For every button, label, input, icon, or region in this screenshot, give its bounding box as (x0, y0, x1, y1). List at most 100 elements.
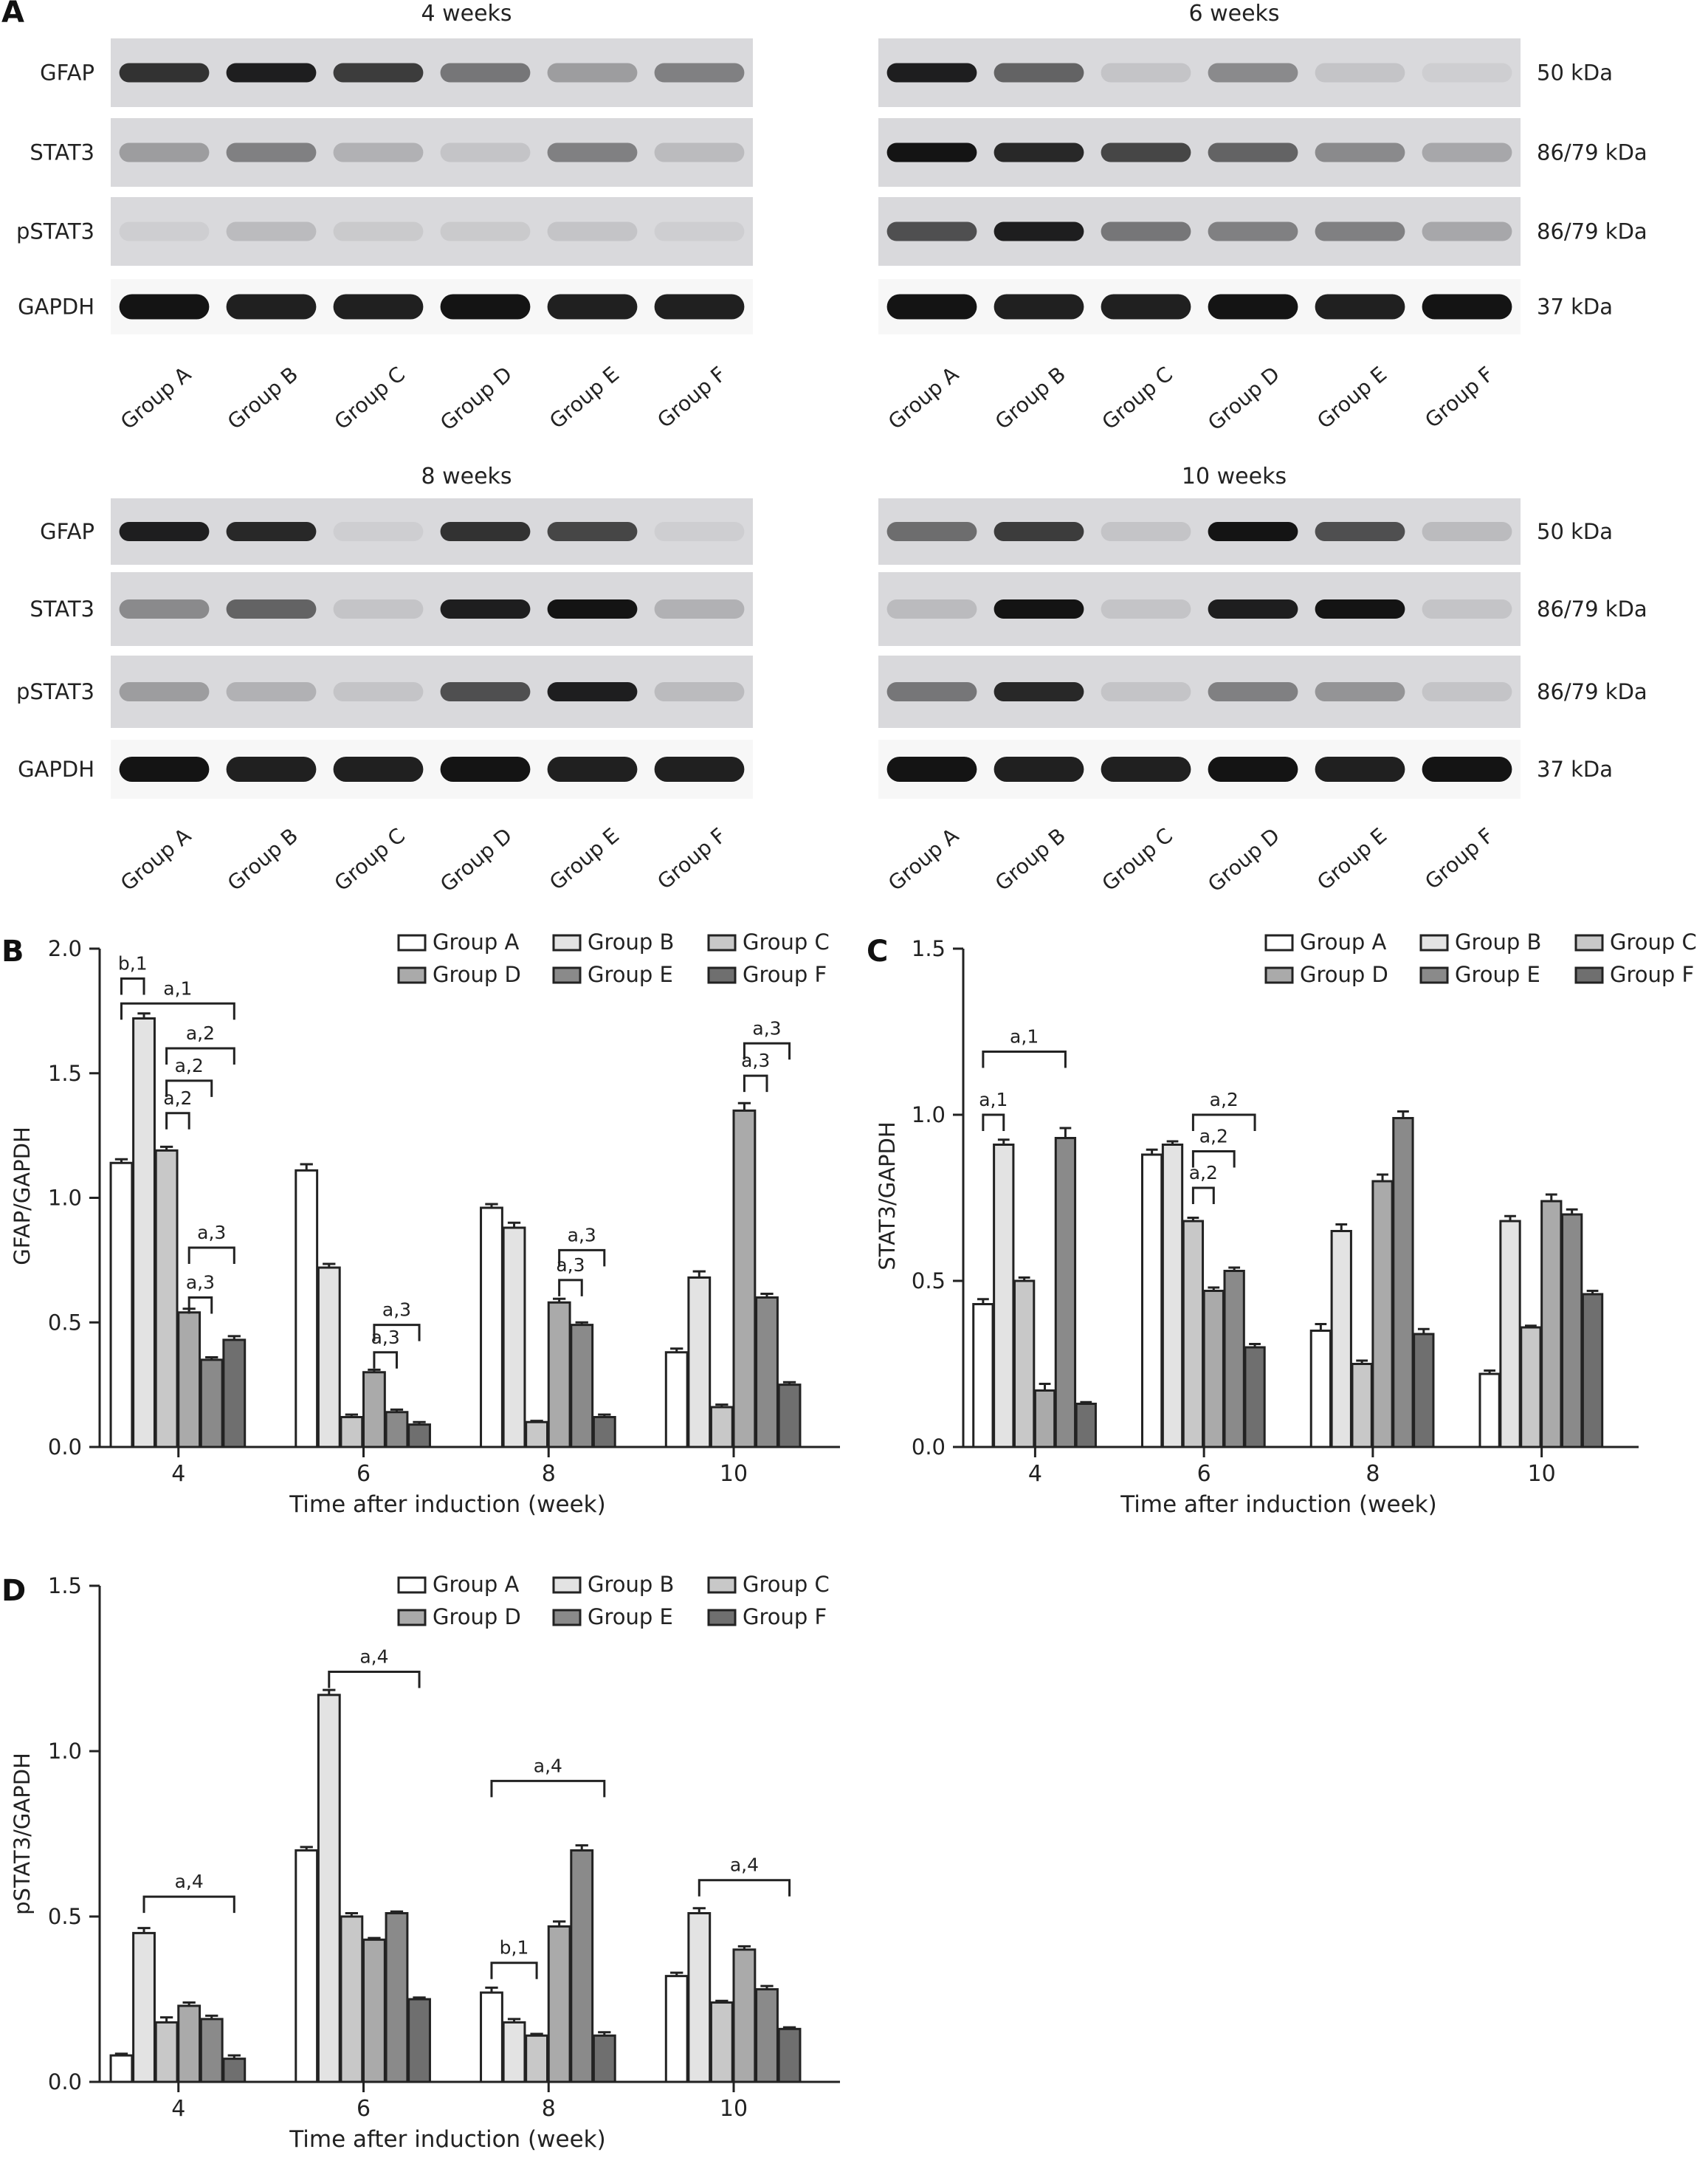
bar (1202, 1290, 1225, 1448)
blot-band (119, 294, 210, 320)
blot-band (1208, 294, 1298, 320)
bar (407, 1998, 431, 2083)
blot-band (1208, 757, 1298, 782)
bar (1075, 1403, 1097, 1448)
blot-band (1422, 63, 1512, 83)
bar (407, 1423, 431, 1448)
significance-label: a,1 (163, 977, 192, 999)
bar (385, 1411, 409, 1448)
legend-swatch (707, 1609, 737, 1626)
bar (570, 1849, 594, 2083)
blot-band (226, 599, 317, 619)
blot-band (333, 63, 424, 83)
significance-bracket (1191, 1186, 1215, 1204)
legend-swatch (397, 966, 427, 984)
significance-bracket (165, 1112, 190, 1130)
blot-band (654, 142, 745, 162)
bar (317, 1694, 341, 2083)
blot-size-label: 86/79 kDa (1537, 219, 1647, 244)
bar (154, 1149, 179, 1448)
legend-label: Group B (588, 929, 674, 955)
y-tick-label: 1.0 (912, 1102, 946, 1127)
blot-title: 6 weeks (1188, 1, 1279, 27)
blot-strip (878, 38, 1521, 107)
blot-strip (111, 197, 753, 266)
blot-panel: 6 weeks 50 kDa 86/79 kDa 86/79 kDa 37 kDa Gro… (878, 1, 1647, 436)
blot-band (1422, 142, 1512, 162)
bar (687, 1276, 712, 1448)
x-tick-label: 4 (171, 2096, 185, 2122)
bar (222, 2058, 247, 2083)
bar (480, 1206, 503, 1448)
bar (972, 1303, 994, 1448)
blot-band (547, 221, 638, 241)
y-tick-label: 0.5 (48, 1310, 82, 1335)
blot-band (1315, 682, 1405, 701)
significance-label: a,3 (556, 1254, 585, 1276)
bar (1330, 1230, 1352, 1448)
bar (1520, 1326, 1542, 1448)
blot-panel: 8 weeks GFAP STAT3 pSTAT3 GAPDH Group A Group … (16, 464, 753, 897)
blot-band (440, 757, 531, 782)
blot-lane-label: Group A (116, 823, 196, 896)
bar (132, 1017, 156, 1448)
bar (385, 1912, 409, 2083)
blot-band (1208, 142, 1298, 162)
x-axis-label: Time after induction (week) (1120, 1491, 1436, 1518)
legend-label: Group B (588, 1572, 674, 1597)
legend-swatch (707, 934, 737, 952)
blot-band (994, 522, 1084, 541)
y-tick-label: 0.0 (48, 1434, 82, 1460)
blot-size-label: 86/79 kDa (1537, 679, 1647, 704)
blot-size-label: 86/79 kDa (1537, 597, 1647, 622)
significance-label: a,3 (197, 1222, 226, 1243)
blot-band (994, 294, 1084, 320)
blot-band (1101, 522, 1191, 541)
x-tick-label: 10 (720, 2096, 748, 2122)
blot-band (886, 682, 977, 701)
significance-label: a,4 (534, 1755, 562, 1776)
blot-lane-label: Group C (1098, 823, 1177, 896)
blot-band (119, 757, 210, 782)
blot-lane-label: Group A (884, 362, 963, 434)
bar (362, 1938, 386, 2083)
legend-swatch (1264, 934, 1294, 952)
x-tick-label: 6 (357, 2096, 371, 2122)
significance-bracket (558, 1279, 583, 1296)
blot-strip (111, 572, 753, 646)
bar (199, 2018, 224, 2083)
blot-band (886, 294, 977, 320)
significance-label: a,3 (371, 1327, 400, 1348)
blot-band (1101, 142, 1191, 162)
bar (1223, 1270, 1245, 1448)
bar (755, 1988, 779, 2083)
x-tick-label: 4 (1028, 1461, 1042, 1487)
blot-lane-label: Group F (1420, 362, 1498, 433)
blot-band (440, 682, 531, 701)
chart-d: 0.0 0.5 1.0 1.5 pSTAT3/GAPDH 4 6 8 10 Time after … (10, 1572, 840, 2153)
x-tick-label: 8 (542, 1461, 556, 1487)
blot-band (1422, 757, 1512, 782)
significance-bracket (490, 1962, 538, 1979)
bar (362, 1371, 386, 1448)
significance-label: a,1 (1010, 1026, 1039, 1048)
significance-bracket (373, 1351, 398, 1369)
blot-strip (878, 118, 1521, 187)
bar (732, 1948, 757, 2083)
significance-label: a,3 (752, 1017, 781, 1039)
blot-band (440, 599, 531, 619)
legend-swatch (397, 934, 427, 952)
blot-lane-label: Group E (1312, 362, 1391, 433)
bar (1561, 1213, 1583, 1448)
blot-band (1101, 294, 1191, 320)
legend-swatch (397, 1576, 427, 1594)
blot-band (226, 757, 317, 782)
bar (755, 1296, 779, 1448)
significance-bracket (743, 1074, 768, 1093)
blot-lane-label: Group A (884, 823, 963, 896)
blot-size-label: 50 kDa (1537, 519, 1613, 544)
bar (177, 1311, 202, 1448)
bar (570, 1324, 594, 1448)
significance-bracket (558, 1248, 606, 1267)
bar (1309, 1330, 1332, 1448)
